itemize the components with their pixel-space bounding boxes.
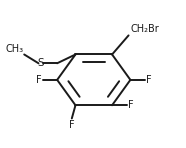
Text: F: F xyxy=(146,75,152,85)
Text: S: S xyxy=(37,58,44,68)
Text: F: F xyxy=(69,120,75,130)
Text: CH₂Br: CH₂Br xyxy=(130,24,159,34)
Text: F: F xyxy=(36,75,42,85)
Text: CH₃: CH₃ xyxy=(5,44,23,54)
Text: F: F xyxy=(128,100,133,110)
